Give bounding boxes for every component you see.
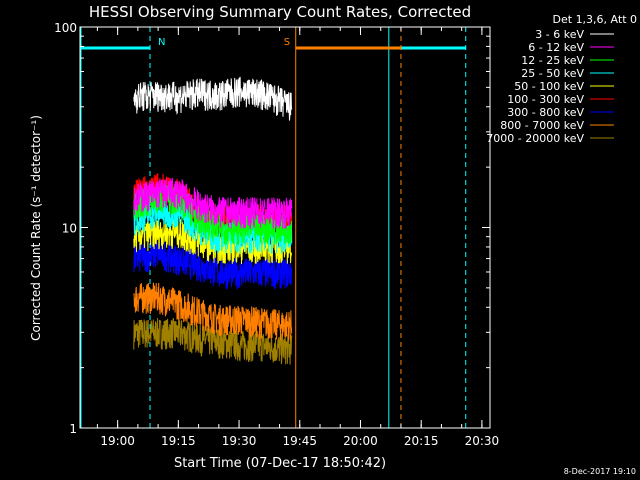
x-tick-label: 19:00 <box>100 434 135 448</box>
x-axis-label: Start Time (07-Dec-17 18:50:42) <box>174 456 386 471</box>
y-tick-label: 1 <box>69 422 77 436</box>
series-line <box>133 76 293 121</box>
legend-entry-label: 25 - 50 keV <box>521 67 584 80</box>
x-tick-label: 20:30 <box>465 434 500 448</box>
series-line <box>133 240 293 290</box>
y-tick-label: 10 <box>62 222 77 236</box>
legend-title: Det 1,3,6, Att 0 <box>553 13 637 26</box>
x-tick-label: 19:15 <box>161 434 196 448</box>
legend-entry-label: 300 - 800 keV <box>507 106 584 119</box>
series-line <box>133 178 293 230</box>
series-line <box>133 282 293 342</box>
series-line <box>133 184 293 246</box>
x-tick-label: 19:45 <box>282 434 317 448</box>
legend-entry-label: 7000 - 20000 keV <box>486 132 584 145</box>
saa-label: S <box>284 37 290 48</box>
axis-ticks: 19:00 19:15 19:30 19:45 20:00 20:15 20:30 1 10 10… <box>54 21 499 448</box>
y-axis-label: Corrected Count Rate (s⁻¹ detector⁻¹) <box>29 115 43 341</box>
footer-timestamp: 8-Dec-2017 19:10 <box>564 467 636 476</box>
x-tick-label: 20:00 <box>343 434 378 448</box>
legend-entry-label: 12 - 25 keV <box>521 54 584 67</box>
legend-entry-label: 3 - 6 keV <box>535 28 584 41</box>
x-tick-label: 19:30 <box>222 434 257 448</box>
legend-entry-label: 100 - 300 keV <box>507 93 584 106</box>
night-label: N <box>158 37 165 48</box>
y-tick-label: 100 <box>54 21 77 35</box>
legend-entry-label: 800 - 7000 keV <box>500 119 584 132</box>
legend-entry-label: 6 - 12 keV <box>528 41 584 54</box>
x-tick-label: 20:15 <box>404 434 439 448</box>
legend-entry-label: 50 - 100 keV <box>514 80 584 93</box>
chart-title: HESSI Observing Summary Count Rates, Cor… <box>89 3 471 21</box>
